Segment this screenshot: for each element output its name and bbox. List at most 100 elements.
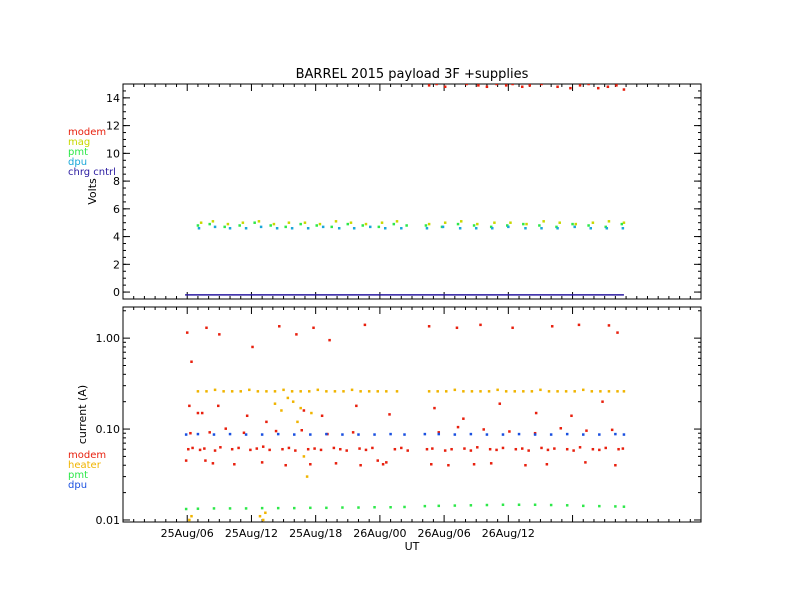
data-point	[188, 518, 191, 522]
data-point	[389, 506, 392, 509]
data-point	[257, 220, 261, 223]
data-point	[242, 431, 246, 435]
data-point	[309, 433, 312, 436]
data-point	[196, 432, 200, 436]
data-point	[213, 388, 217, 392]
data-point	[395, 220, 399, 223]
data-point	[450, 447, 453, 451]
data-point	[430, 463, 433, 466]
data-point	[614, 432, 617, 436]
data-point	[605, 227, 609, 230]
data-point	[427, 222, 431, 226]
data-point	[479, 390, 482, 393]
data-point	[582, 504, 585, 508]
y-tick-label: 2	[113, 258, 120, 271]
data-point	[261, 445, 265, 448]
data-point	[290, 390, 294, 393]
series-dpu	[197, 225, 625, 230]
data-point	[196, 411, 200, 415]
data-point	[255, 447, 259, 450]
data-point	[269, 224, 272, 227]
data-point	[436, 390, 439, 393]
data-point	[291, 400, 295, 403]
data-point	[282, 388, 285, 392]
data-point	[196, 507, 200, 510]
data-point	[403, 433, 406, 436]
data-point	[622, 505, 626, 508]
data-point	[485, 433, 489, 436]
data-point	[533, 431, 537, 435]
data-point	[456, 222, 460, 226]
data-point	[462, 417, 465, 420]
data-point	[302, 409, 306, 412]
data-point	[549, 433, 553, 436]
data-point	[424, 224, 428, 227]
data-point	[260, 506, 264, 510]
data-point	[184, 507, 188, 511]
data-point	[219, 446, 222, 449]
data-point	[346, 222, 350, 226]
data-point	[406, 449, 409, 452]
y-axis-label: Volts	[86, 178, 99, 205]
data-point	[447, 463, 450, 467]
data-point	[286, 396, 290, 400]
data-point	[400, 446, 403, 450]
data-point	[462, 390, 465, 393]
data-point	[313, 447, 316, 450]
data-point	[453, 504, 457, 507]
data-point	[300, 429, 304, 432]
data-point	[373, 506, 376, 509]
data-point	[598, 448, 601, 452]
data-point	[325, 432, 328, 436]
data-point	[381, 463, 385, 466]
data-point	[488, 447, 492, 451]
data-point	[245, 414, 249, 418]
data-point	[388, 413, 391, 416]
data-point	[309, 506, 312, 510]
data-point	[190, 360, 193, 363]
data-point	[555, 225, 558, 229]
y-tick-label: 4	[113, 231, 120, 244]
data-point	[578, 446, 582, 449]
data-point	[504, 84, 508, 87]
data-point	[223, 225, 226, 229]
data-point	[525, 222, 528, 226]
data-point	[274, 429, 278, 433]
data-point	[321, 225, 325, 229]
legend-entry: mag	[68, 137, 90, 148]
data-point	[196, 224, 200, 227]
data-point	[299, 222, 302, 226]
series-modem	[184, 323, 625, 467]
data-point	[367, 390, 371, 393]
data-point	[582, 433, 585, 436]
data-point	[284, 225, 287, 229]
y-tick-label: 10	[106, 147, 120, 160]
data-point	[184, 459, 188, 462]
x-tick-label: 26Aug/12	[482, 527, 535, 540]
data-point	[435, 84, 438, 86]
data-point	[607, 324, 611, 327]
data-point	[427, 325, 431, 328]
data-point	[278, 325, 281, 328]
data-point	[318, 222, 322, 226]
data-point	[511, 84, 514, 86]
data-point	[513, 390, 517, 393]
data-point	[459, 220, 463, 223]
data-point	[376, 459, 379, 462]
data-point	[616, 331, 619, 334]
data-point	[524, 463, 527, 467]
data-point	[571, 222, 574, 226]
data-point	[332, 446, 336, 450]
data-point	[524, 227, 527, 230]
data-point	[589, 227, 593, 230]
data-point	[539, 388, 542, 392]
data-point	[299, 406, 302, 410]
data-point	[601, 400, 604, 403]
data-point	[357, 506, 360, 509]
data-point	[437, 431, 441, 434]
data-point	[443, 221, 447, 224]
data-point	[325, 390, 328, 393]
data-point	[596, 86, 600, 90]
data-point	[509, 221, 512, 224]
data-point	[604, 225, 607, 229]
